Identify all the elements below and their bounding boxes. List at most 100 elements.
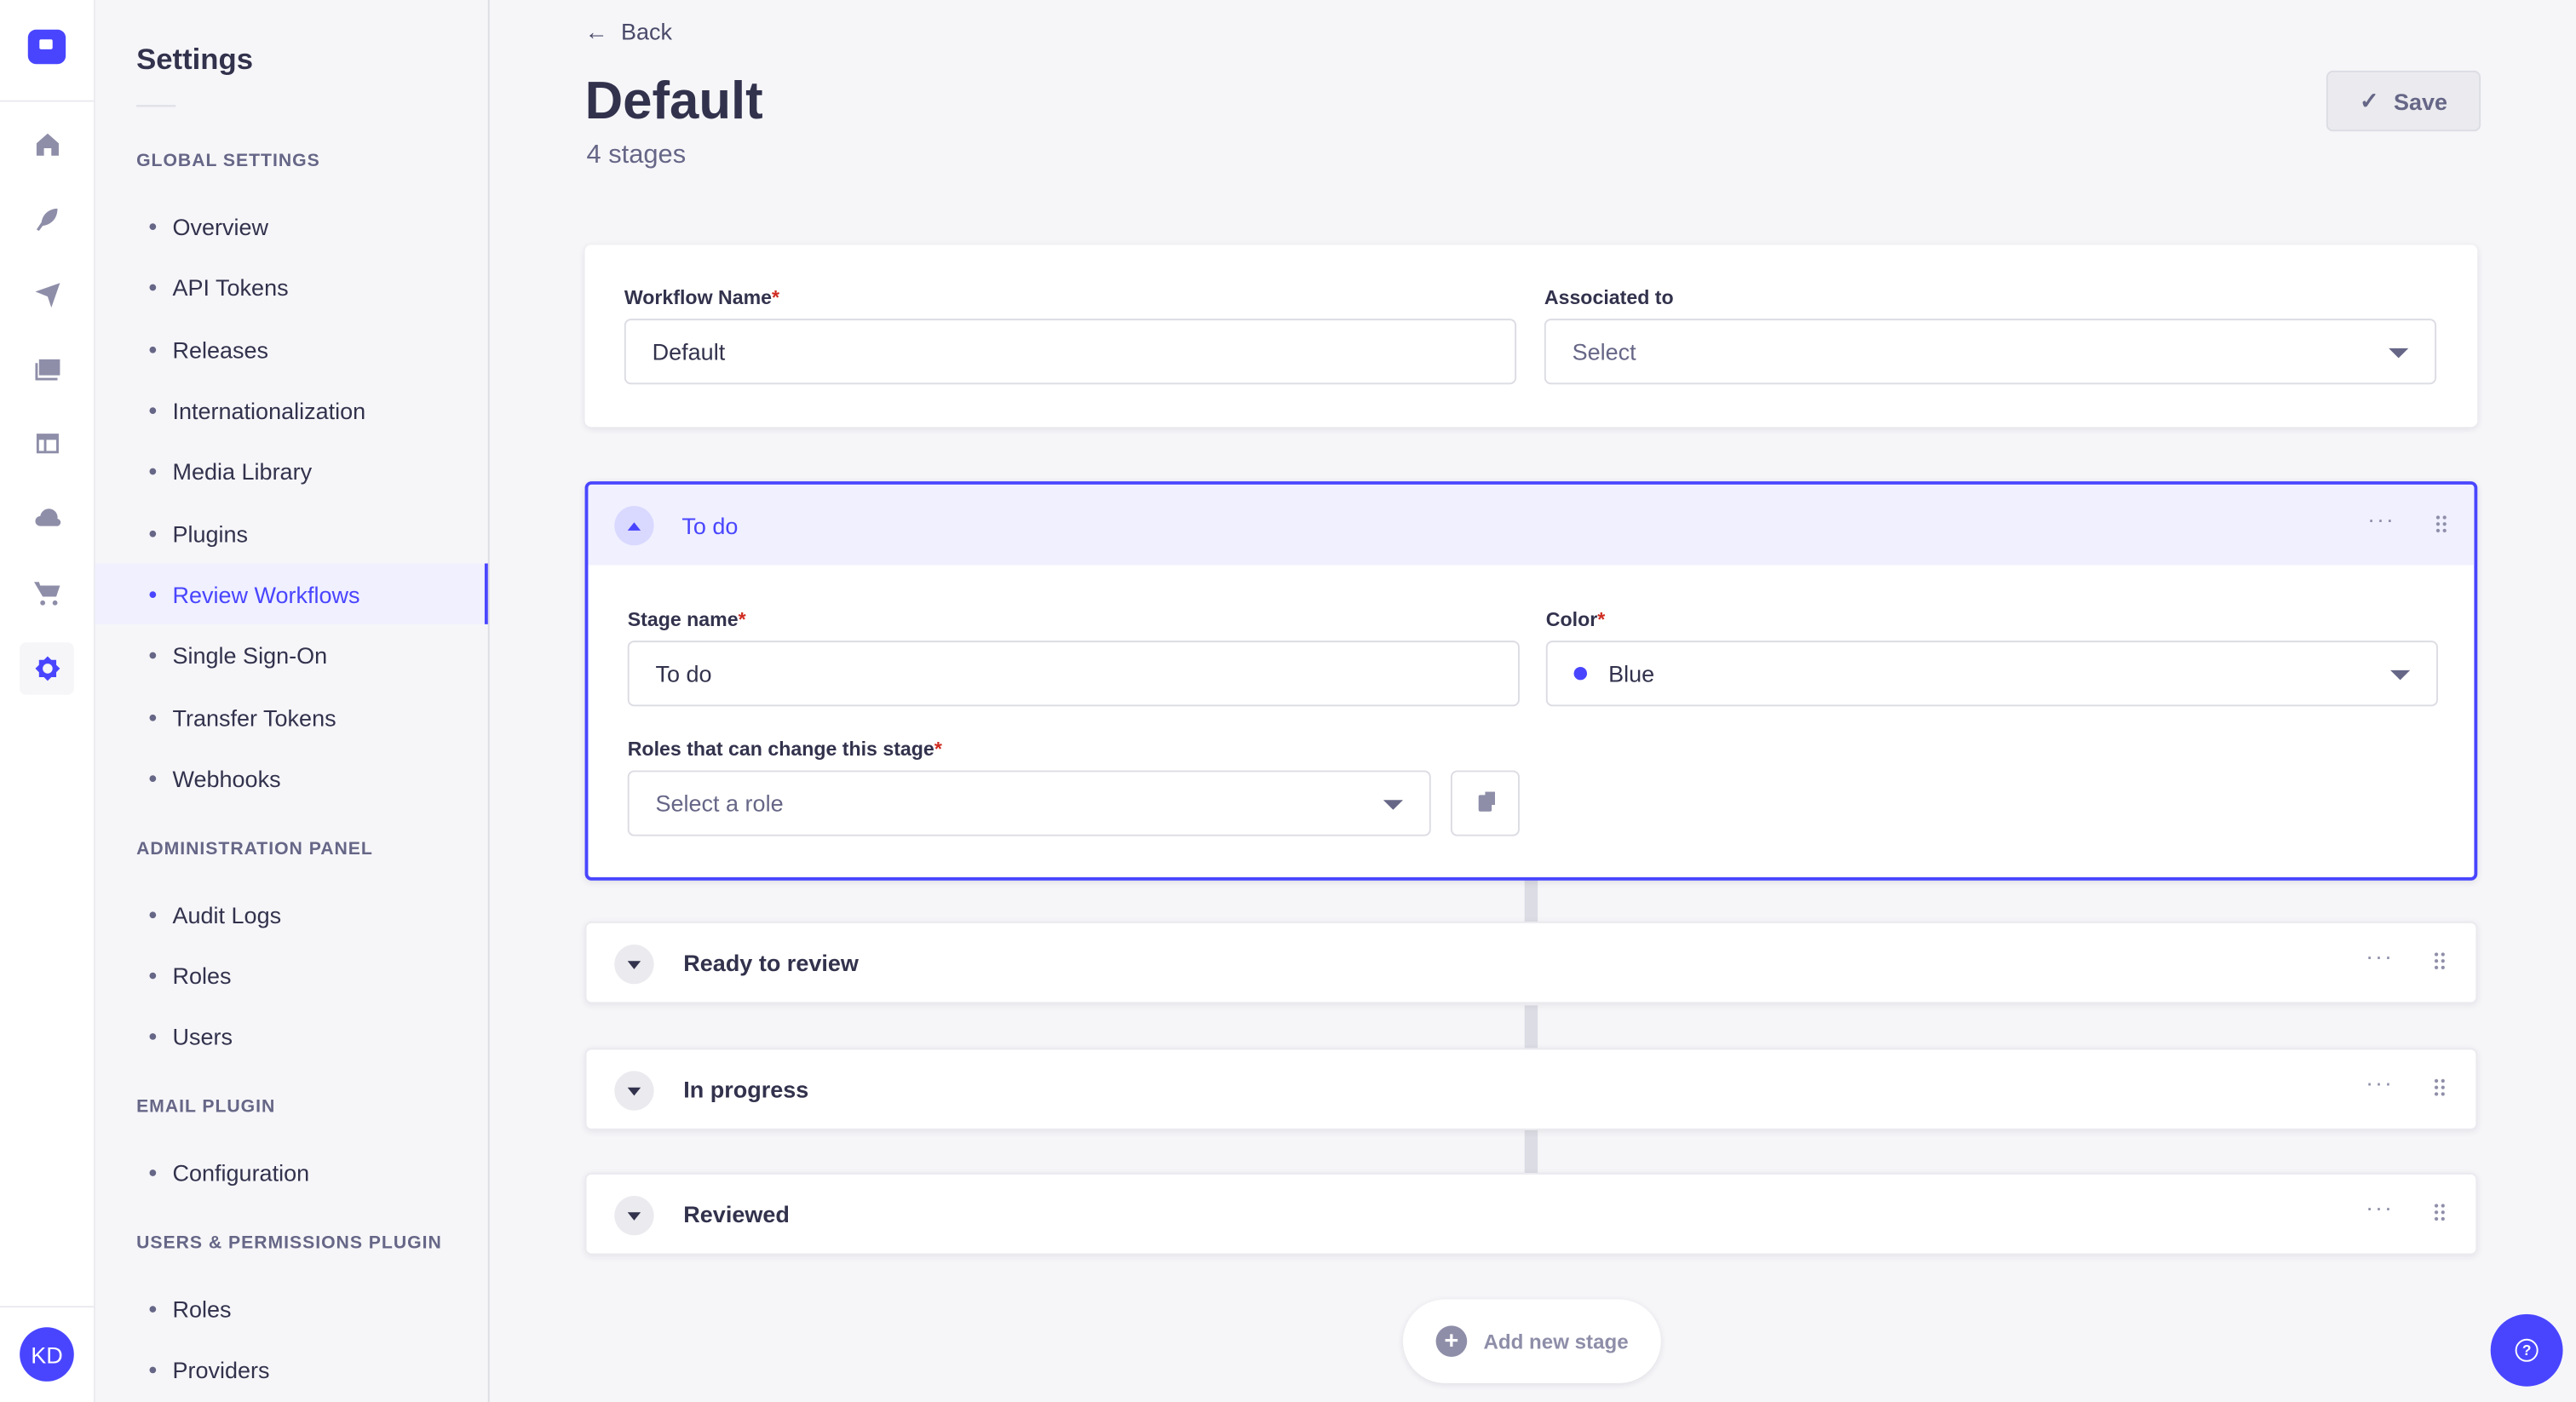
sidebar-item-api-tokens[interactable]: API Tokens (95, 256, 488, 317)
sidebar-item-label: API Tokens (172, 273, 289, 300)
stage-count: 4 stages (586, 141, 687, 170)
stage-header[interactable]: To do ··· (588, 484, 2475, 566)
roles-label: Roles that can change this stage* (627, 737, 942, 761)
sidebar-item-label: Releases (172, 336, 269, 363)
associated-to-label: Associated to (1544, 285, 1674, 309)
workflow-name-input[interactable]: Default (624, 319, 1517, 385)
sidebar-item-up-roles[interactable]: Roles (95, 1278, 488, 1338)
color-dot (1573, 666, 1587, 681)
section-heading: USERS & PERMISSIONS PLUGIN (136, 1233, 442, 1254)
sidebar-item-providers[interactable]: Providers (95, 1339, 488, 1399)
divider (0, 1306, 94, 1308)
layout-icon[interactable] (20, 417, 74, 470)
chevron-up-icon[interactable] (614, 505, 654, 546)
associated-to-select[interactable]: Select (1544, 319, 2437, 385)
drag-handle-icon[interactable] (2433, 1077, 2447, 1098)
drag-handle-icon[interactable] (2435, 514, 2448, 534)
stage-card-expanded: To do ··· Stage name* To do Color* Blue … (584, 481, 2478, 881)
more-icon[interactable]: ··· (2366, 942, 2394, 969)
sidebar-item-transfer-tokens[interactable]: Transfer Tokens (95, 687, 488, 747)
divider (0, 100, 94, 102)
logo-icon[interactable] (27, 29, 66, 65)
color-select[interactable]: Blue (1545, 641, 2438, 707)
sidebar-item-review-workflows[interactable]: Review Workflows (95, 563, 488, 624)
chevron-down-icon[interactable] (614, 1071, 654, 1111)
avatar[interactable]: KD (20, 1327, 74, 1382)
help-button[interactable]: ? (2490, 1313, 2563, 1387)
sidebar-item-users[interactable]: Users (95, 1005, 488, 1066)
divider (136, 105, 176, 107)
drag-handle-icon[interactable] (2433, 1202, 2447, 1222)
chevron-down-icon (2390, 669, 2411, 681)
more-icon[interactable]: ··· (2366, 1069, 2394, 1096)
sidebar-item-label: Roles (172, 1295, 232, 1322)
stage-title: To do (681, 512, 739, 539)
gear-icon[interactable] (20, 642, 74, 695)
main-nav-rail: KD (0, 0, 95, 1402)
color-label: Color* (1545, 607, 1606, 631)
stage-connector (1524, 878, 1538, 923)
cloud-icon[interactable] (20, 491, 74, 544)
stage-card[interactable]: Reviewed ··· (584, 1172, 2478, 1255)
stage-name-input[interactable]: To do (627, 641, 1520, 707)
stage-name-label: Stage name* (627, 607, 746, 631)
stage-card[interactable]: Ready to review ··· (584, 921, 2478, 1004)
add-new-stage-button[interactable]: + Add new stage (1402, 1299, 1661, 1383)
sidebar-item-label: Webhooks (172, 764, 281, 791)
sidebar-item-plugins[interactable]: Plugins (95, 503, 488, 563)
more-icon[interactable]: ··· (2367, 505, 2395, 532)
question-icon: ? (2515, 1338, 2539, 1362)
sidebar-item-label: Media Library (172, 457, 313, 484)
sidebar-item-internationalization[interactable]: Internationalization (95, 379, 488, 440)
cart-icon[interactable] (20, 566, 74, 619)
home-icon[interactable] (20, 118, 74, 171)
section-heading: EMAIL PLUGIN (136, 1097, 276, 1118)
roles-select[interactable]: Select a role (627, 770, 1431, 836)
sidebar-item-label: Review Workflows (172, 580, 360, 607)
main-content: ← Back Default 4 stages ✓ Save Workflow Na… (490, 0, 2576, 1402)
sidebar-item-label: Users (172, 1022, 233, 1049)
sidebar-item-label: Audit Logs (172, 900, 282, 928)
sidebar-item-roles[interactable]: Roles (95, 945, 488, 1005)
apply-roles-button[interactable] (1450, 770, 1520, 836)
save-button[interactable]: ✓ Save (2326, 70, 2481, 132)
stage-title: In progress (683, 1076, 809, 1103)
sidebar-item-webhooks[interactable]: Webhooks (95, 747, 488, 807)
settings-sidebar: Settings GLOBAL SETTINGS Overview API To… (95, 0, 490, 1402)
drag-handle-icon[interactable] (2433, 951, 2447, 971)
sidebar-item-audit-logs[interactable]: Audit Logs (95, 884, 488, 945)
chevron-down-icon (1383, 800, 1403, 810)
sidebar-item-label: Internationalization (172, 396, 366, 423)
media-icon[interactable] (20, 342, 74, 394)
sidebar-item-media-library[interactable]: Media Library (95, 440, 488, 501)
sidebar-item-label: Plugins (172, 520, 249, 547)
stage-connector (1524, 1129, 1538, 1173)
check-icon: ✓ (2359, 87, 2379, 114)
back-label: Back (620, 18, 673, 45)
sidebar-item-releases[interactable]: Releases (95, 319, 488, 379)
sidebar-item-overview[interactable]: Overview (95, 195, 488, 256)
workflow-name-label: Workflow Name* (624, 285, 780, 309)
sidebar-item-label: Providers (172, 1356, 270, 1382)
stage-card[interactable]: In progress ··· (584, 1048, 2478, 1130)
stage-title: Reviewed (683, 1200, 790, 1227)
sidebar-item-label: Roles (172, 962, 232, 989)
sidebar-item-configuration[interactable]: Configuration (95, 1141, 488, 1202)
section-heading: ADMINISTRATION PANEL (136, 839, 373, 859)
duplicate-icon (1478, 795, 1492, 812)
page-title: Default (584, 70, 763, 130)
more-icon[interactable]: ··· (2366, 1194, 2394, 1221)
stage-connector (1524, 1005, 1538, 1049)
sidebar-item-single-sign-on[interactable]: Single Sign-On (95, 624, 488, 685)
chevron-down-icon[interactable] (614, 1195, 654, 1236)
add-stage-label: Add new stage (1483, 1330, 1629, 1353)
sidebar-item-label: Configuration (172, 1158, 310, 1186)
sidebar-item-label: Single Sign-On (172, 641, 328, 668)
arrow-left-icon: ← (584, 18, 608, 45)
back-link[interactable]: ← Back (585, 18, 672, 44)
chevron-down-icon[interactable] (614, 944, 654, 985)
workflow-card: Workflow Name* Default Associated to Sel… (584, 244, 2478, 428)
section-heading: GLOBAL SETTINGS (136, 151, 320, 171)
paper-plane-icon[interactable] (20, 267, 74, 320)
feather-icon[interactable] (20, 192, 74, 245)
